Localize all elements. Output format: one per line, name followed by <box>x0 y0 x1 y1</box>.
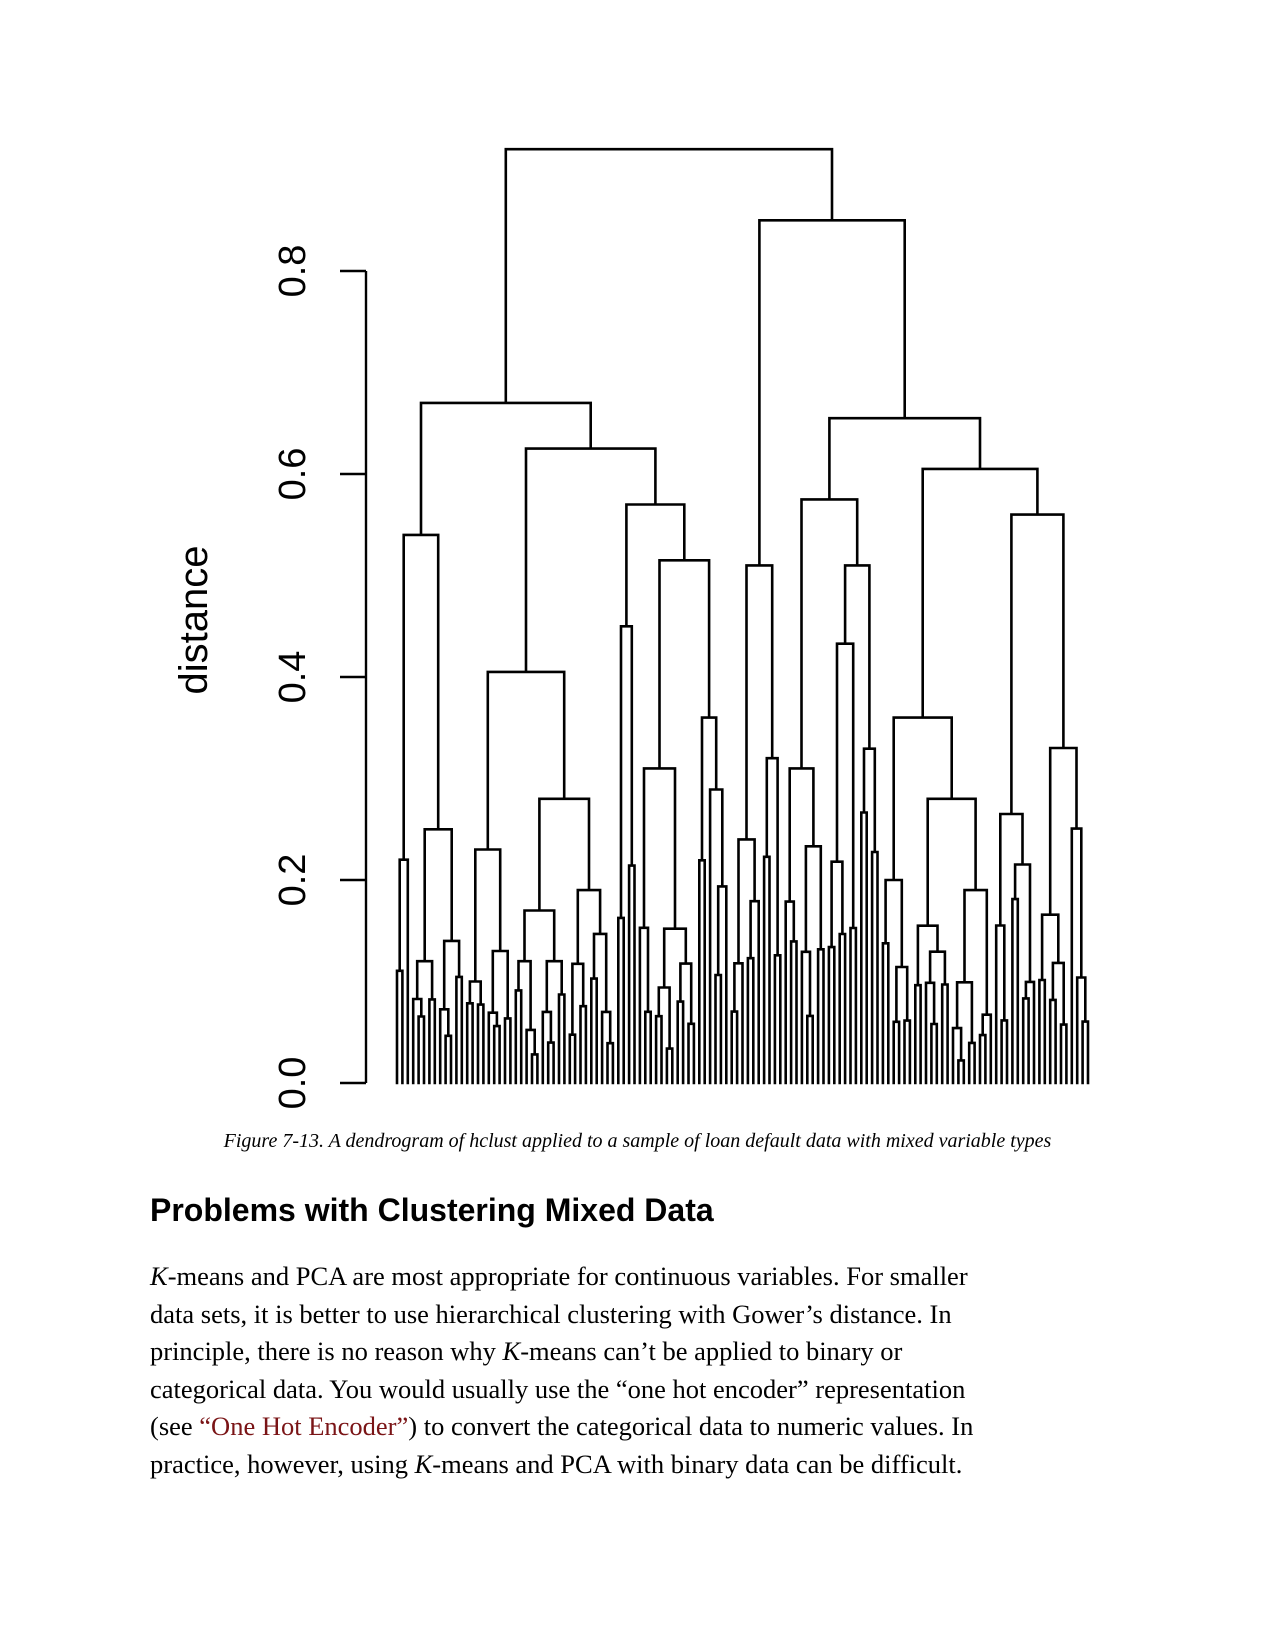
y-tick-label: 0.0 <box>272 1057 314 1110</box>
paragraph-line-4: categorical data. You would usually use … <box>150 1373 966 1404</box>
k-variable: K <box>414 1448 433 1479</box>
y-tick-label: 0.2 <box>272 854 314 907</box>
paragraph-text: -means and PCA with binary data can be d… <box>432 1448 963 1479</box>
body-paragraph: K-means and PCA are most appropriate for… <box>150 1258 1100 1483</box>
paragraph-line-5: (see “One Hot Encoder”) to convert the c… <box>150 1408 1100 1446</box>
paragraph-line-2: data sets, it is better to use hierarchi… <box>150 1298 952 1329</box>
paragraph-line-3: principle, there is no reason why K-mean… <box>150 1333 1100 1371</box>
y-tick-label: 0.8 <box>272 245 314 298</box>
one-hot-encoder-link[interactable]: “One Hot Encoder” <box>199 1411 409 1441</box>
paragraph-text: -means can’t be applied to binary or <box>520 1336 903 1366</box>
dendrogram-branches <box>395 147 1090 1085</box>
dendrogram-chart: 0.0 0.2 0.4 0.6 0.8 distance <box>172 147 1090 1110</box>
paragraph-text: ) to convert the categorical data to num… <box>408 1411 974 1441</box>
paragraph-line-1: K-means and PCA are most appropriate for… <box>150 1258 1100 1296</box>
paragraph-line-6: practice, however, using K-means and PCA… <box>150 1446 1100 1484</box>
y-axis-label: distance <box>172 546 216 695</box>
dendrogram-tree <box>395 147 1090 1085</box>
section-heading: Problems with Clustering Mixed Data <box>150 1192 714 1228</box>
paragraph-text: (see <box>150 1411 200 1441</box>
y-axis: 0.0 0.2 0.4 0.6 0.8 <box>272 245 368 1110</box>
k-variable: K <box>150 1261 168 1291</box>
paragraph-text: practice, however, using <box>150 1448 415 1479</box>
y-tick-label: 0.6 <box>272 448 314 501</box>
paragraph-text: -means and PCA are most appropriate for … <box>167 1261 968 1291</box>
paragraph-text: principle, there is no reason why <box>150 1336 503 1366</box>
k-variable: K <box>502 1336 521 1366</box>
y-tick-label: 0.4 <box>272 651 314 704</box>
figure-caption: Figure 7-13. A dendrogram of hclust appl… <box>223 1130 1052 1152</box>
